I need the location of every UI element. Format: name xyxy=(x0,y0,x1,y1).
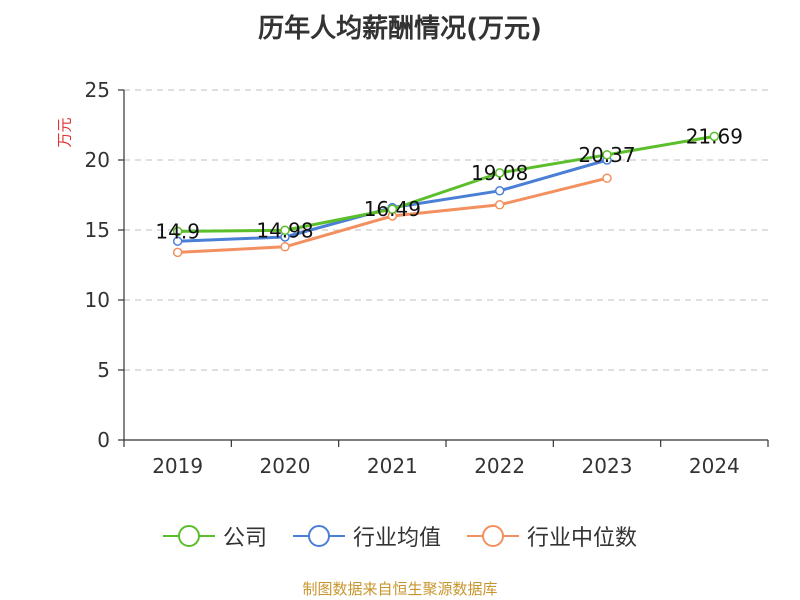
data-point xyxy=(494,168,505,178)
data-label: 21.69 xyxy=(686,124,743,148)
legend-marker-icon xyxy=(177,525,200,547)
legend-item-company[interactable]: 公司 xyxy=(162,520,267,552)
data-point xyxy=(602,150,612,160)
x-tick-label: 2021 xyxy=(367,454,418,478)
x-tick-label: 2020 xyxy=(260,454,311,478)
series-line-0 xyxy=(177,134,715,233)
legend: 公司 行业均值 行业中位数 xyxy=(0,520,800,552)
legend-swatch-company xyxy=(162,525,215,547)
x-tick-label: 2022 xyxy=(474,454,525,478)
data-label: 14.9 xyxy=(155,219,200,243)
series-lines xyxy=(172,131,720,258)
data-label: 19.08 xyxy=(471,161,528,185)
y-tick-label: 10 xyxy=(85,288,110,312)
data-point xyxy=(494,186,505,196)
y-tick-label: 0 xyxy=(97,428,110,452)
legend-label-industry-median: 行业中位数 xyxy=(527,526,638,551)
data-point xyxy=(280,225,290,236)
source-note: 制图数据来自恒生聚源数据库 xyxy=(302,580,498,598)
y-tick-label: 20 xyxy=(85,148,110,172)
gridlines xyxy=(124,89,768,371)
x-tick-label: 2024 xyxy=(689,454,740,478)
data-point xyxy=(494,200,505,210)
data-point xyxy=(709,131,720,142)
data-label: 14.98 xyxy=(256,218,313,242)
data-point xyxy=(280,242,290,252)
chart-title: 历年人均薪酬情况(万元) xyxy=(258,14,542,44)
legend-marker-icon xyxy=(482,525,504,547)
legend-item-industry-mean[interactable]: 行业均值 xyxy=(292,520,441,552)
data-labels: 14.9 14.98 16.49 19.08 20.37 21.69 xyxy=(155,124,743,243)
y-tick-label: 5 xyxy=(97,358,110,382)
data-point xyxy=(387,204,398,214)
legend-label-company: 公司 xyxy=(222,526,267,551)
legend-label-industry-mean: 行业均值 xyxy=(352,526,441,551)
legend-marker-icon xyxy=(307,525,330,547)
data-label: 16.49 xyxy=(364,197,421,221)
data-point xyxy=(172,247,183,258)
legend-swatch-industry-median xyxy=(467,525,519,547)
data-label: 20.37 xyxy=(578,143,635,167)
x-tick-label: 2023 xyxy=(582,454,633,478)
axes: 0 5 10 15 20 25 2019 2020 2021 2022 2023 2024 xyxy=(85,78,769,478)
data-point xyxy=(172,236,183,246)
y-tick-label: 15 xyxy=(85,218,110,242)
data-point xyxy=(172,226,183,237)
x-tick-label: 2019 xyxy=(152,454,203,478)
y-tick-label: 25 xyxy=(85,78,110,102)
legend-item-industry-median[interactable]: 行业中位数 xyxy=(467,520,637,552)
data-point xyxy=(602,173,612,183)
legend-swatch-industry-mean xyxy=(292,525,345,547)
